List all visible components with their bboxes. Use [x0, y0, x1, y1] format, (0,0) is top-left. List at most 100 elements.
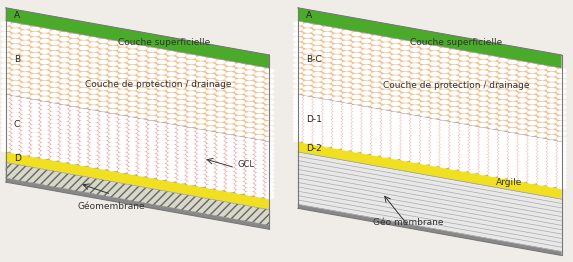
- Circle shape: [527, 131, 537, 136]
- Circle shape: [478, 144, 489, 148]
- Circle shape: [469, 79, 479, 84]
- Circle shape: [449, 165, 460, 170]
- Circle shape: [459, 127, 469, 132]
- Circle shape: [235, 189, 245, 194]
- Circle shape: [157, 130, 167, 135]
- Circle shape: [303, 23, 313, 28]
- Circle shape: [527, 126, 537, 131]
- Circle shape: [88, 105, 99, 110]
- Circle shape: [88, 100, 99, 105]
- Circle shape: [147, 141, 158, 145]
- Circle shape: [254, 148, 265, 152]
- Circle shape: [449, 142, 460, 146]
- Circle shape: [1, 106, 11, 111]
- Circle shape: [264, 174, 274, 179]
- Circle shape: [69, 119, 79, 123]
- Circle shape: [138, 127, 148, 132]
- Circle shape: [410, 95, 420, 99]
- Circle shape: [361, 116, 371, 121]
- Circle shape: [527, 79, 537, 84]
- Circle shape: [157, 81, 167, 85]
- Circle shape: [527, 162, 537, 167]
- Circle shape: [30, 112, 40, 116]
- Circle shape: [138, 151, 148, 156]
- Circle shape: [1, 53, 11, 57]
- Circle shape: [469, 166, 479, 170]
- Circle shape: [508, 135, 518, 140]
- Circle shape: [147, 145, 158, 150]
- Circle shape: [176, 95, 187, 99]
- Circle shape: [400, 153, 410, 158]
- Circle shape: [196, 141, 206, 146]
- Circle shape: [390, 148, 401, 153]
- Circle shape: [264, 95, 274, 99]
- Circle shape: [138, 82, 148, 87]
- Circle shape: [488, 103, 499, 108]
- Circle shape: [556, 154, 567, 159]
- Circle shape: [88, 163, 99, 168]
- Circle shape: [478, 96, 489, 101]
- Circle shape: [419, 91, 430, 96]
- Circle shape: [410, 159, 420, 163]
- Circle shape: [108, 113, 118, 118]
- Circle shape: [293, 107, 303, 112]
- Circle shape: [380, 37, 391, 42]
- Circle shape: [20, 114, 30, 119]
- Circle shape: [69, 102, 79, 106]
- Circle shape: [10, 108, 21, 113]
- Circle shape: [371, 98, 381, 103]
- Circle shape: [556, 185, 567, 189]
- Circle shape: [79, 67, 89, 71]
- Circle shape: [117, 156, 128, 161]
- Circle shape: [547, 114, 557, 118]
- Circle shape: [196, 124, 206, 129]
- Circle shape: [127, 44, 138, 49]
- Circle shape: [556, 144, 567, 149]
- Circle shape: [138, 147, 148, 152]
- Circle shape: [235, 105, 245, 110]
- Circle shape: [390, 86, 401, 91]
- Circle shape: [167, 128, 177, 133]
- Circle shape: [127, 141, 138, 146]
- Circle shape: [439, 74, 450, 78]
- Circle shape: [322, 119, 332, 124]
- Circle shape: [196, 108, 206, 113]
- Circle shape: [537, 102, 547, 106]
- Circle shape: [469, 95, 479, 99]
- Circle shape: [49, 111, 60, 116]
- Circle shape: [342, 72, 352, 77]
- Circle shape: [10, 28, 21, 33]
- Circle shape: [439, 84, 450, 89]
- Circle shape: [186, 117, 197, 122]
- Circle shape: [69, 114, 79, 119]
- Circle shape: [380, 140, 391, 144]
- Circle shape: [498, 74, 508, 78]
- Circle shape: [127, 146, 138, 150]
- Circle shape: [69, 160, 79, 165]
- Circle shape: [312, 67, 323, 71]
- Circle shape: [254, 177, 265, 181]
- Circle shape: [127, 133, 138, 138]
- Circle shape: [98, 107, 108, 112]
- Circle shape: [1, 74, 11, 78]
- Circle shape: [176, 171, 187, 176]
- Circle shape: [303, 34, 313, 38]
- Circle shape: [351, 145, 362, 149]
- Circle shape: [400, 143, 410, 148]
- Circle shape: [127, 129, 138, 134]
- Circle shape: [254, 168, 265, 173]
- Circle shape: [410, 63, 420, 68]
- Circle shape: [508, 142, 518, 147]
- Circle shape: [293, 79, 303, 84]
- Circle shape: [449, 138, 460, 143]
- Circle shape: [469, 125, 479, 130]
- Circle shape: [108, 117, 118, 122]
- Circle shape: [176, 116, 187, 120]
- Circle shape: [20, 143, 30, 148]
- Circle shape: [147, 124, 158, 129]
- Circle shape: [88, 110, 99, 114]
- Circle shape: [380, 123, 391, 128]
- Circle shape: [293, 134, 303, 139]
- Circle shape: [138, 172, 148, 177]
- Circle shape: [127, 54, 138, 59]
